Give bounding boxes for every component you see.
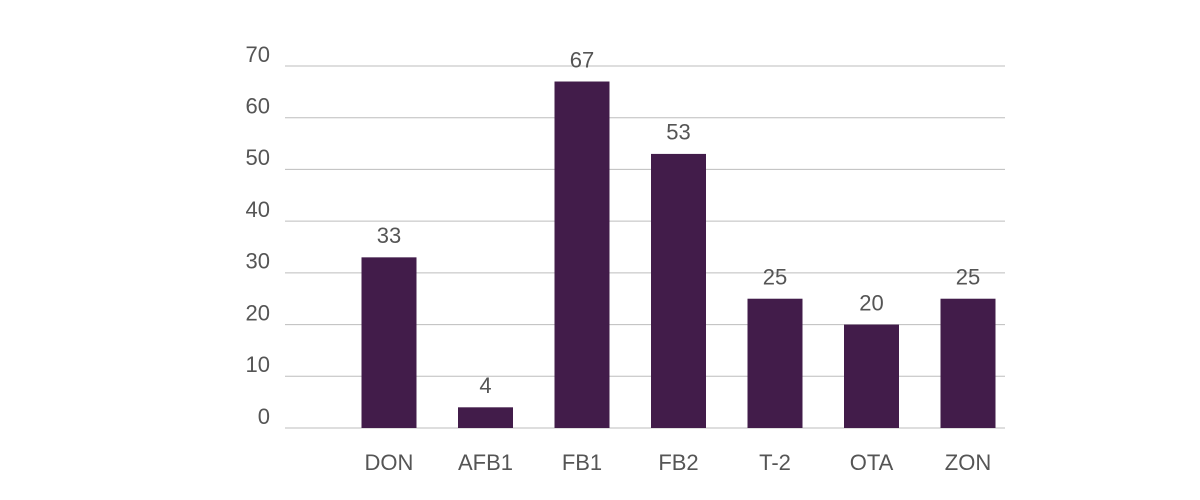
y-tick-label: 70 [246,42,270,67]
y-tick-label: 30 [246,249,270,274]
bar [844,324,899,428]
value-label: 25 [956,265,980,290]
bar [361,257,417,428]
x-tick-label: OTA [850,450,894,475]
x-tick-label: FB1 [562,450,602,475]
value-label: 53 [666,120,690,145]
y-tick-label: 40 [246,197,270,222]
value-label: 4 [479,373,491,398]
x-tick-label: DON [365,450,414,475]
y-tick-label: 60 [246,94,270,119]
bar [747,298,803,428]
value-label: 67 [570,47,594,72]
y-tick-label: 10 [246,352,270,377]
value-label: 33 [377,223,401,248]
y-tick-label: 0 [258,404,270,429]
bar [554,81,610,428]
bar [940,298,996,428]
bar [458,407,513,428]
x-tick-label: T-2 [759,450,791,475]
y-tick-label: 50 [246,145,270,170]
x-tick-label: AFB1 [458,450,513,475]
x-tick-label: FB2 [658,450,698,475]
x-tick-label: ZON [945,450,991,475]
value-label: 20 [859,290,883,315]
y-tick-label: 20 [246,300,270,325]
bar [651,153,706,428]
value-label: 25 [763,265,787,290]
